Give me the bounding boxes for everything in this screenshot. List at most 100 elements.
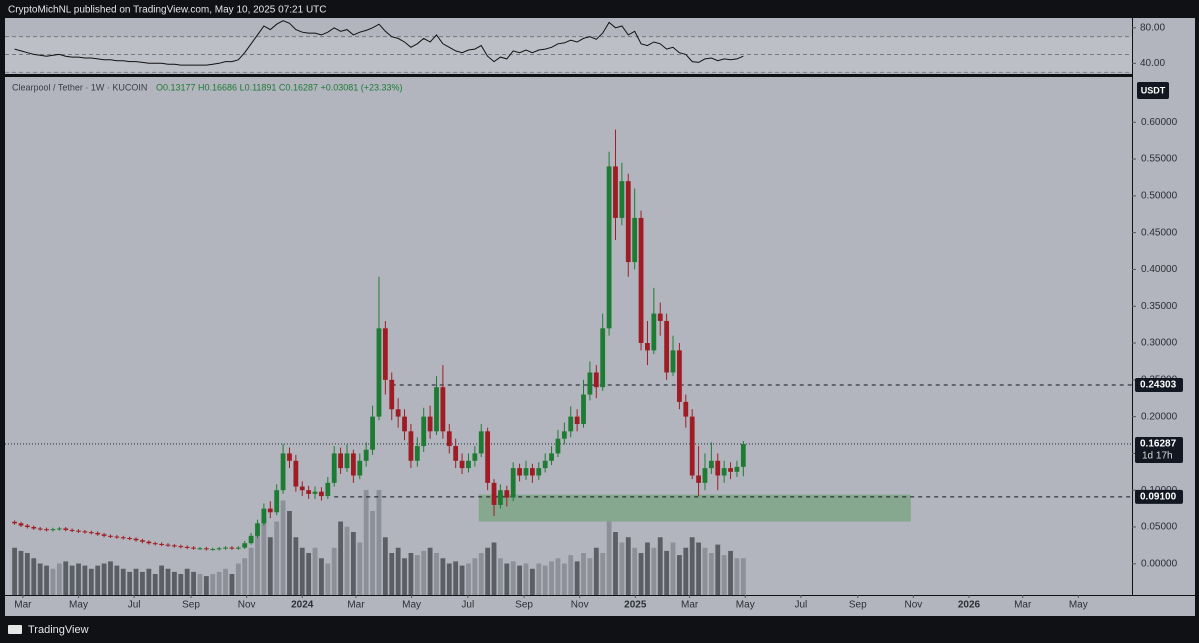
volume-bar [638,553,644,595]
candle-body [267,508,273,513]
time-axis [5,596,1195,616]
candle-body [159,543,165,545]
volume-bar [715,544,721,595]
volume-bar [389,553,395,595]
candle-body [152,543,158,545]
volume-bar [529,568,535,595]
y-tick-label: 0.60000 [1141,117,1178,128]
candle-body [683,401,689,417]
candle-body [523,468,529,476]
price-pane [5,77,1132,595]
volume-bar [440,558,446,595]
volume-bar [235,563,241,595]
volume-bar [664,550,670,595]
volume-bar [370,511,375,595]
candle-body [235,547,241,549]
volume-bar [561,563,567,595]
candle-body [31,527,37,529]
price-label-box [1135,489,1183,504]
volume-bar [619,542,625,595]
candle-body [414,446,420,461]
volume-bar [382,537,388,595]
candle-body [715,460,721,476]
volume-bar [203,576,209,595]
volume-bar [229,574,235,595]
volume-bar [31,558,37,595]
volume-bar [255,532,260,595]
candle-body [670,350,676,373]
symbol: Clearpool / Tether · 1W · KUCOIN [12,82,147,92]
volume-bar [485,547,491,595]
volume-bar [306,553,312,595]
price-label: 0.16287 [1140,439,1177,450]
candle-body [172,545,177,547]
candle-body [357,460,363,476]
price-label: 0.24303 [1140,380,1177,391]
volume-bar [568,555,574,595]
candle-body [600,328,606,388]
candle-body [108,535,113,537]
y-tick-label: 0.05000 [1141,522,1178,533]
candle-body [261,508,267,524]
candle-body [702,468,708,483]
candle-body [344,453,350,469]
volume-bar [434,553,439,595]
volume-bar [299,547,305,595]
candle-body [280,453,286,491]
volume-bar [159,565,165,595]
candle-body [76,530,81,532]
logo [8,625,22,634]
candle-body [319,491,324,497]
volume-bar [133,568,139,595]
volume-bar [76,563,81,595]
candle-body [363,449,369,461]
candle-body [274,490,280,513]
candle-body [728,468,733,472]
candle-body [389,379,395,410]
candle-body [453,446,459,461]
candle-body [625,181,631,263]
candle-body [619,181,625,218]
volume-bar [267,537,273,595]
candle-body [638,217,644,344]
volume-bar [632,547,638,595]
support-zone [478,494,911,522]
volume-bar [510,561,516,595]
x-tick-label: Nov [904,600,922,611]
volume-bar [363,490,369,595]
candle-body [517,468,522,476]
x-tick-label: Nov [571,600,589,611]
y-tick-label: 0.55000 [1141,154,1178,165]
candle-body [370,416,375,450]
volume-bar [702,547,708,595]
x-tick-label: May [69,600,88,611]
volume-bar [587,558,593,595]
candle-body [338,453,344,469]
volume-bar [728,550,733,595]
candle-body [734,466,740,472]
price-label: 0.09100 [1140,491,1177,502]
volume-bar [248,547,254,595]
candle-body [210,549,216,551]
candle-body [510,468,516,498]
volume-bar [402,558,407,595]
x-tick-label: Mar [14,600,32,611]
candle-body [88,532,94,534]
y-tick-label: 0.00000 [1141,558,1178,569]
candle-body [69,529,75,531]
rsi-line [14,20,744,66]
volume-bar [223,568,228,595]
y-tick-label: 0.35000 [1141,301,1178,312]
y-tick-label: 0.50000 [1141,190,1178,201]
volume-bar [536,563,542,595]
volume-bar [191,571,196,595]
candle-body [299,486,305,491]
volume-bar [593,547,599,595]
x-tick-label: Jul [461,600,474,611]
candle-body [255,523,260,536]
candle-body [82,531,88,533]
volume-bar [63,561,69,595]
volume-bar [446,563,452,595]
volume-bar [101,563,107,595]
